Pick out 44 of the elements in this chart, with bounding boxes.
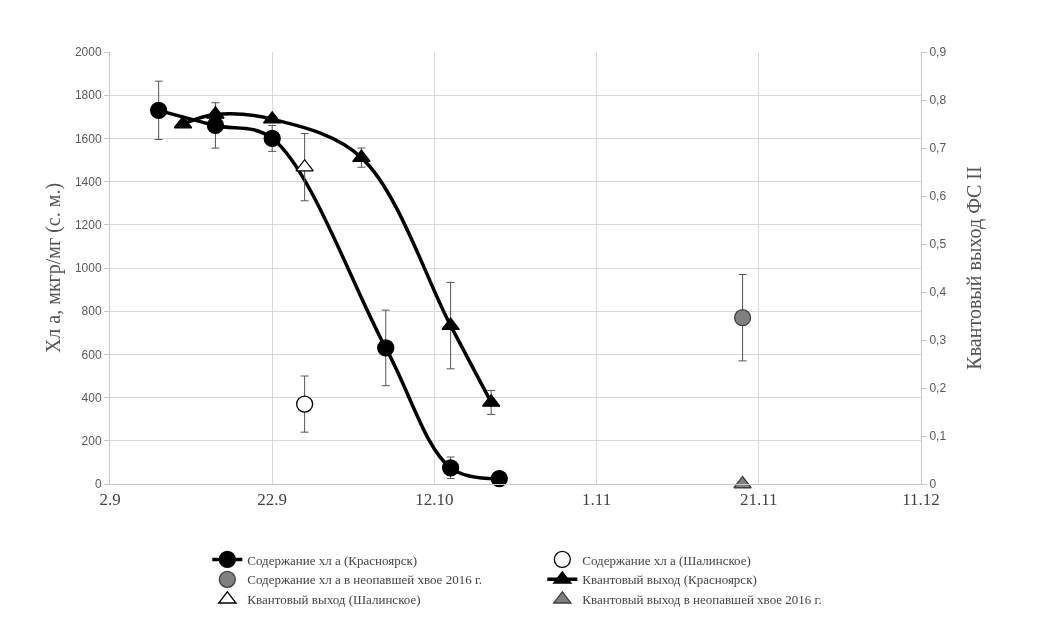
legend-label: Содержание хл а (Красноярск) bbox=[247, 552, 418, 568]
y-tick-label: 200 bbox=[81, 434, 102, 448]
point bbox=[490, 469, 508, 488]
point bbox=[150, 101, 168, 119]
y2-tick-label: 0 bbox=[929, 477, 937, 492]
y-tick-label: 600 bbox=[81, 347, 102, 362]
point bbox=[296, 395, 314, 413]
point bbox=[441, 459, 460, 477]
legend-label: Содержание хл а (Шалинское) bbox=[582, 552, 751, 568]
y-tick-label: 1600 bbox=[74, 131, 102, 146]
point bbox=[377, 339, 395, 357]
x-tick-label: 2.9 bbox=[99, 490, 121, 510]
y2-tick-label: 0,7 bbox=[929, 141, 947, 156]
y-tick-label: 1000 bbox=[74, 261, 102, 276]
y-tick-label: 1400 bbox=[74, 174, 102, 189]
point bbox=[206, 116, 225, 135]
legend-label: Содержание хл а в неопавшей хвое 2016 г. bbox=[247, 572, 483, 588]
y-tick-label: 1800 bbox=[74, 88, 102, 103]
y-tick-label: 0 bbox=[94, 477, 102, 492]
y2-tick-label: 0,6 bbox=[929, 189, 947, 204]
legend-label: Квантовый выход (Красноярск) bbox=[582, 572, 757, 588]
y2-tick-label: 0,1 bbox=[929, 429, 947, 444]
y-tick-label: 400 bbox=[81, 390, 102, 405]
y-tick-label: 2000 bbox=[74, 45, 102, 60]
y2-tick-label: 0,8 bbox=[929, 93, 947, 108]
point bbox=[733, 309, 752, 327]
point bbox=[263, 129, 281, 148]
legend-label: Квантовый выход (Шалинское) bbox=[247, 592, 421, 608]
y2-tick-label: 0,9 bbox=[929, 45, 947, 60]
x-tick-label: 11.12 bbox=[902, 490, 940, 510]
legend-label: Квантовый выход в неопавшей хвое 2016 г. bbox=[582, 592, 822, 608]
y-axis-title: Хл а, мкгр/мг (с. м.) bbox=[42, 182, 65, 354]
y-tick-label: 800 bbox=[81, 304, 102, 319]
y2-tick-label: 0,5 bbox=[929, 237, 947, 252]
y2-tick-label: 0,4 bbox=[929, 285, 947, 300]
x-tick-label: 1.11 bbox=[582, 490, 612, 510]
y-tick-label: 1200 bbox=[74, 218, 102, 232]
x-tick-label: 21.11 bbox=[739, 490, 778, 510]
y2-axis-title: Квантовый выход ФС II bbox=[963, 166, 986, 370]
point bbox=[173, 115, 193, 129]
x-tick-label: 22.9 bbox=[257, 490, 288, 510]
y2-tick-label: 0,3 bbox=[929, 333, 947, 348]
y2-tick-label: 0,2 bbox=[929, 381, 947, 396]
x-tick-label: 12.10 bbox=[415, 490, 454, 510]
